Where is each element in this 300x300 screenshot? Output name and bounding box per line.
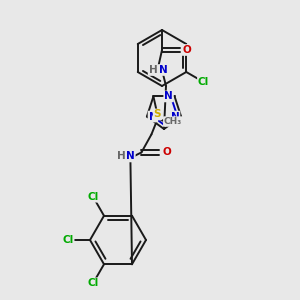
- Text: Cl: Cl: [87, 278, 99, 288]
- Text: N: N: [164, 92, 173, 101]
- Text: Cl: Cl: [87, 192, 99, 202]
- Text: N: N: [126, 152, 135, 161]
- Text: O: O: [162, 147, 171, 158]
- Text: N: N: [159, 65, 167, 75]
- Text: O: O: [183, 45, 191, 55]
- Text: N: N: [171, 112, 179, 122]
- Text: Cl: Cl: [198, 77, 209, 87]
- Text: H: H: [148, 65, 158, 75]
- Text: CH₃: CH₃: [164, 117, 182, 126]
- Text: H: H: [117, 152, 126, 161]
- Text: S: S: [154, 110, 161, 119]
- Text: Cl: Cl: [62, 235, 74, 245]
- Text: N: N: [148, 112, 157, 122]
